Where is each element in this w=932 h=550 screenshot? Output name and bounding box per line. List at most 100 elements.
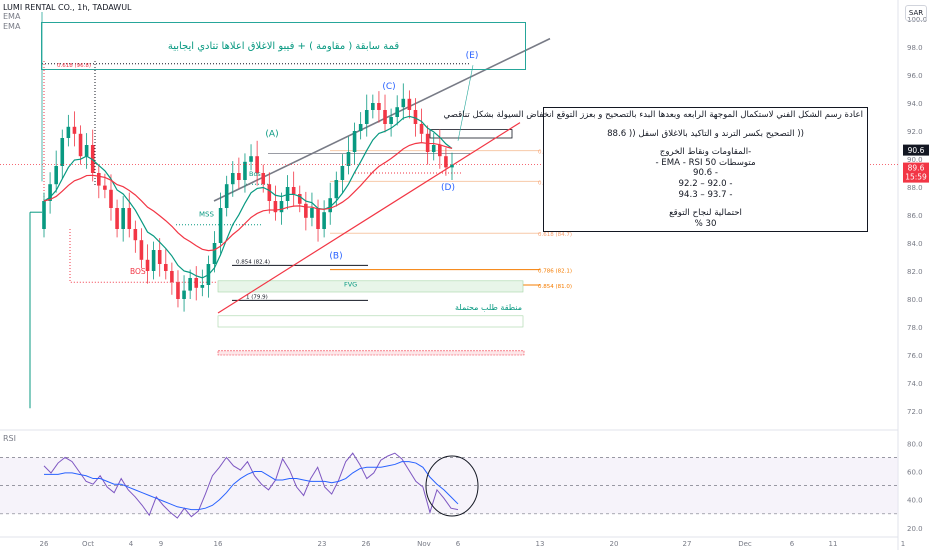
candle-body[interactable] xyxy=(389,117,393,124)
currency-button[interactable]: SAR xyxy=(905,5,927,21)
demand-zone-box[interactable] xyxy=(217,315,524,328)
time-tick-label: 6 xyxy=(790,540,795,548)
rsi-highlight-circle[interactable] xyxy=(425,455,479,517)
candle-body[interactable] xyxy=(97,173,101,186)
ema-label-2[interactable]: EMA xyxy=(3,22,21,31)
candle-body[interactable] xyxy=(218,208,223,243)
candle-body[interactable] xyxy=(267,184,272,201)
candle-body[interactable] xyxy=(212,243,217,264)
fib-level-label: 0.618 (96.8) xyxy=(57,63,91,69)
candle-body[interactable] xyxy=(377,103,381,110)
candle-body[interactable] xyxy=(297,194,302,204)
candle-body[interactable] xyxy=(84,145,89,157)
candle-body[interactable] xyxy=(358,124,363,131)
time-tick-label: 16 xyxy=(214,540,223,548)
candle-body[interactable] xyxy=(444,156,448,168)
candle-body[interactable] xyxy=(182,290,186,299)
price-tick-label: 98.0 xyxy=(907,44,923,52)
candle-body[interactable] xyxy=(407,98,412,110)
candle-body[interactable] xyxy=(230,173,235,185)
candle-body[interactable] xyxy=(103,185,107,190)
candle-body[interactable] xyxy=(249,156,253,162)
rsi-ma-line[interactable] xyxy=(44,461,459,511)
candle-body[interactable] xyxy=(176,282,180,299)
fib-level-label: 0.854 (82.4) xyxy=(236,259,270,265)
candle-body[interactable] xyxy=(310,208,314,218)
time-tick-label: 26 xyxy=(40,540,49,548)
candle-body[interactable] xyxy=(90,145,95,173)
candle-body[interactable] xyxy=(273,201,278,213)
candle-body[interactable] xyxy=(48,184,52,201)
resistance-note-box[interactable]: قمة سابقة ( مقاومة ) + فيبو الاغلاق اعلا… xyxy=(41,22,526,70)
candle-body[interactable] xyxy=(109,189,113,208)
candle-body[interactable] xyxy=(42,201,46,229)
candle-body[interactable] xyxy=(151,250,156,271)
candle-body[interactable] xyxy=(139,240,144,260)
candle-body[interactable] xyxy=(72,126,77,134)
candle-body[interactable] xyxy=(188,278,192,291)
candle-body[interactable] xyxy=(450,164,454,168)
candle-body[interactable] xyxy=(413,110,418,124)
ema-label-1[interactable]: EMA xyxy=(3,12,21,21)
candle-body[interactable] xyxy=(66,126,71,138)
candle-body[interactable] xyxy=(121,208,125,229)
candle-body[interactable] xyxy=(334,180,339,199)
price-tick-label: 78.0 xyxy=(907,324,923,332)
current-price-label: 90.6 xyxy=(908,146,925,155)
candle-body[interactable] xyxy=(328,198,333,213)
candle-body[interactable] xyxy=(157,250,162,264)
candle-body[interactable] xyxy=(237,173,241,180)
candle-body[interactable] xyxy=(316,208,320,229)
candle-body[interactable] xyxy=(127,208,132,229)
rsi-label[interactable]: RSI xyxy=(3,434,16,443)
candle-body[interactable] xyxy=(200,285,205,288)
ema-slow-line[interactable] xyxy=(43,141,453,252)
candle-body[interactable] xyxy=(163,264,168,271)
candle-body[interactable] xyxy=(364,110,369,124)
candle-body[interactable] xyxy=(322,212,326,229)
candle-body[interactable] xyxy=(438,145,442,157)
candle-body[interactable] xyxy=(224,184,229,208)
wave-a-label: (A) xyxy=(265,130,278,140)
candle-body[interactable] xyxy=(115,208,119,229)
candle-body[interactable] xyxy=(419,124,424,134)
price-tick-label: 88.0 xyxy=(907,184,923,192)
candle-body[interactable] xyxy=(383,110,387,124)
candle-body[interactable] xyxy=(170,271,174,283)
resistance-box[interactable] xyxy=(429,129,513,139)
analysis-line-9: 30 % xyxy=(694,218,717,229)
upper-trendline[interactable] xyxy=(213,37,551,202)
candle-body[interactable] xyxy=(133,229,138,241)
candle-body[interactable] xyxy=(291,187,296,194)
candle-body[interactable] xyxy=(395,107,399,117)
price-tick-label: 80.0 xyxy=(907,296,923,304)
current-price-tag xyxy=(903,144,929,156)
candle-body[interactable] xyxy=(304,203,308,218)
candle-body[interactable] xyxy=(194,278,199,288)
candle-body[interactable] xyxy=(255,156,259,173)
candle-body[interactable] xyxy=(431,145,436,152)
candle-body[interactable] xyxy=(279,201,284,213)
lower-trendline[interactable] xyxy=(217,122,521,314)
candle-body[interactable] xyxy=(54,166,58,185)
candle-body[interactable] xyxy=(145,259,150,271)
fib-level-label: 0.854 (81.0) xyxy=(538,284,572,290)
bos-label: BOS xyxy=(130,267,146,276)
candle-body[interactable] xyxy=(401,98,406,108)
rsi-line[interactable] xyxy=(43,452,459,519)
candle-body[interactable] xyxy=(78,133,83,157)
candle-body[interactable] xyxy=(371,103,375,110)
resistance-note-text: قمة سابقة ( مقاومة ) + فيبو الاغلاق اعلا… xyxy=(167,40,400,52)
candle-body[interactable] xyxy=(60,138,65,166)
price-tick-label: 90.0 xyxy=(907,156,923,164)
candle-body[interactable] xyxy=(261,173,266,185)
fvg-zone[interactable] xyxy=(217,280,524,293)
bos-label: Bos xyxy=(249,170,261,178)
candle-body[interactable] xyxy=(243,161,247,180)
candle-body[interactable] xyxy=(340,166,345,180)
analysis-note-box[interactable]: اعادة رسم الشكل الفني لاستكمال الموجهة ا… xyxy=(443,107,868,232)
support-zone[interactable] xyxy=(217,350,525,356)
candle-body[interactable] xyxy=(346,152,351,166)
candle-body[interactable] xyxy=(352,131,357,152)
